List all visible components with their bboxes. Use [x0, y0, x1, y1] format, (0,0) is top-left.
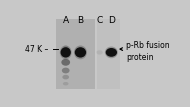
Text: B: B — [77, 16, 83, 25]
Text: A: A — [63, 16, 69, 25]
Text: C: C — [97, 16, 103, 25]
Ellipse shape — [97, 50, 103, 54]
Ellipse shape — [63, 82, 69, 85]
Ellipse shape — [74, 45, 87, 59]
Text: D: D — [108, 16, 115, 25]
Ellipse shape — [61, 47, 71, 58]
Ellipse shape — [63, 46, 68, 49]
Ellipse shape — [61, 59, 70, 66]
Ellipse shape — [106, 48, 117, 57]
Bar — [56, 19, 95, 89]
Text: p-Rb fusion
protein: p-Rb fusion protein — [126, 41, 170, 62]
Ellipse shape — [62, 68, 70, 73]
Ellipse shape — [105, 47, 118, 58]
Ellipse shape — [62, 75, 69, 79]
Ellipse shape — [75, 47, 86, 58]
Ellipse shape — [60, 45, 72, 59]
Bar — [97, 19, 120, 89]
Text: 47 K –: 47 K – — [25, 45, 49, 54]
